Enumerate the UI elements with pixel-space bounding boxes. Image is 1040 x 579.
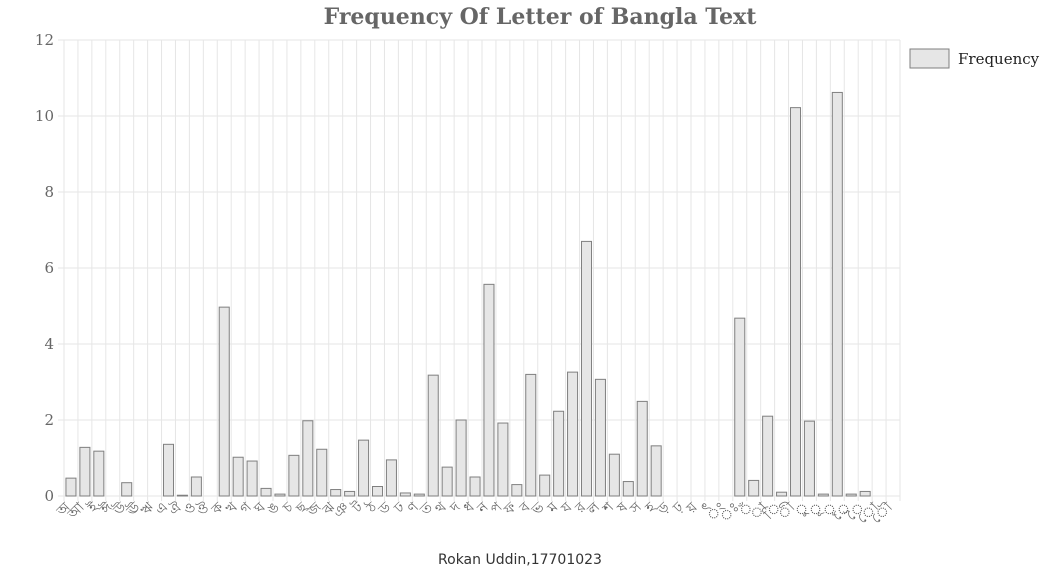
x-tick-label: থ: [432, 499, 450, 517]
bar[interactable]: [789, 107, 802, 497]
bar[interactable]: [371, 486, 384, 497]
bar[interactable]: [455, 419, 467, 497]
bar[interactable]: [511, 484, 523, 497]
bar[interactable]: [246, 460, 258, 497]
x-tick-label: ম: [544, 499, 562, 517]
bar[interactable]: [288, 454, 300, 497]
bar[interactable]: [358, 439, 370, 497]
x-tick-label: ল: [584, 499, 604, 519]
x-tick-label: ট: [348, 499, 366, 517]
bar[interactable]: [176, 494, 188, 497]
x-tick-label: য: [558, 499, 576, 517]
legend-label: Frequency: [958, 50, 1040, 68]
bar[interactable]: [497, 422, 509, 497]
bars: [65, 91, 871, 497]
x-tick-label: দ: [447, 499, 465, 517]
x-tick-label: ফ: [500, 499, 520, 519]
x-tick-label: ঢ়: [669, 499, 687, 517]
x-tick-label: ড়: [654, 499, 674, 519]
legend-swatch: [909, 48, 950, 69]
bar[interactable]: [831, 91, 843, 497]
bar[interactable]: [553, 410, 565, 497]
bar[interactable]: [469, 476, 481, 497]
bar[interactable]: [316, 448, 328, 497]
footer-credit: Rokan Uddin,17701023: [438, 552, 602, 568]
bar[interactable]: [594, 378, 606, 497]
x-tick-label: আ: [64, 499, 88, 523]
x-tick-label: য়: [683, 499, 701, 517]
bar[interactable]: [539, 474, 551, 497]
bar[interactable]: [525, 373, 537, 497]
bar[interactable]: [608, 453, 620, 497]
y-tick-label: 2: [44, 411, 54, 429]
x-tick-label: চ: [279, 499, 297, 517]
bar[interactable]: [748, 479, 760, 497]
bar[interactable]: [859, 490, 871, 497]
bar[interactable]: [567, 371, 579, 497]
bar[interactable]: [399, 492, 411, 497]
x-tick-label: শ: [599, 499, 617, 517]
bar[interactable]: [762, 415, 774, 497]
bar[interactable]: [121, 482, 133, 497]
y-tick-label: 4: [44, 335, 54, 353]
bar[interactable]: [413, 493, 425, 497]
y-tick-label: 6: [44, 259, 54, 277]
bar[interactable]: [803, 420, 815, 497]
bar[interactable]: [650, 445, 662, 497]
x-axis-ticks: অআইঈউঊঋএঐওঔকখগঘঙচছজঝঞটঠডঢণতথদধনপফবভমযরলশ…: [53, 498, 896, 527]
bar[interactable]: [427, 374, 439, 497]
bar[interactable]: [817, 493, 829, 497]
bar[interactable]: [845, 493, 857, 497]
bar[interactable]: [65, 477, 77, 497]
bar[interactable]: [274, 493, 286, 497]
bar[interactable]: [190, 476, 202, 497]
bar[interactable]: [483, 283, 495, 497]
x-tick-label: ঙ: [264, 500, 283, 519]
y-tick-label: 10: [35, 107, 54, 125]
bar[interactable]: [385, 459, 397, 497]
y-tick-label: 8: [44, 183, 54, 201]
grid-lines: [58, 39, 901, 501]
bar[interactable]: [79, 446, 91, 497]
x-tick-label: স: [627, 499, 646, 518]
y-axis-ticks: 0 2 4 6 8 10 12: [35, 31, 54, 505]
bar[interactable]: [344, 490, 356, 497]
bar[interactable]: [162, 443, 175, 497]
y-tick-label: 12: [35, 31, 54, 49]
y-tick-label: 0: [44, 487, 54, 505]
bar[interactable]: [580, 240, 593, 497]
bar[interactable]: [622, 481, 634, 497]
bar[interactable]: [218, 306, 230, 497]
x-tick-label: ড: [375, 499, 395, 519]
x-tick-label: ত: [417, 499, 437, 519]
bar[interactable]: [734, 317, 746, 497]
bar[interactable]: [260, 487, 272, 497]
x-tick-label: ঞ: [331, 500, 353, 522]
bar[interactable]: [232, 456, 244, 497]
chart-title: Frequency Of Letter of Bangla Text: [324, 4, 758, 30]
bar[interactable]: [302, 420, 314, 497]
x-tick-label: ভ: [528, 499, 548, 519]
bar[interactable]: [441, 466, 453, 497]
bar[interactable]: [636, 400, 648, 497]
legend[interactable]: Frequency: [909, 48, 1040, 69]
bar[interactable]: [776, 491, 788, 497]
x-tick-label: ক: [208, 499, 227, 518]
bar[interactable]: [330, 489, 342, 497]
bar[interactable]: [93, 450, 105, 497]
